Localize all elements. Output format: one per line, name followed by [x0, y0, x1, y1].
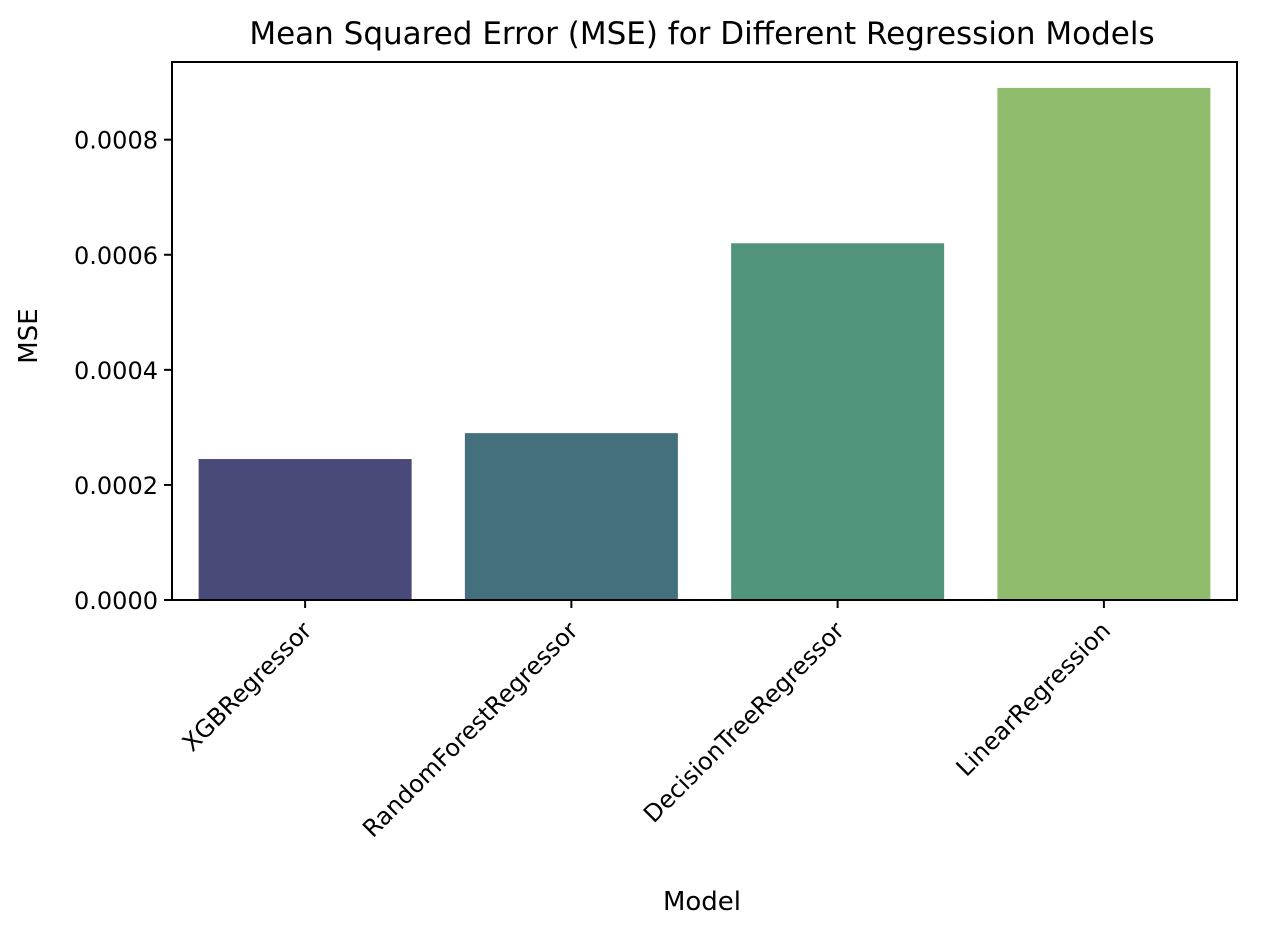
x-tick-label: DecisionTreeRegressor — [638, 616, 850, 828]
bar-randomforestregressor — [464, 433, 678, 600]
chart-title: Mean Squared Error (MSE) for Different R… — [249, 16, 1154, 52]
x-tick-label: LinearRegression — [951, 616, 1116, 781]
plot-frame — [171, 61, 1238, 601]
y-axis: 0.0000 0.0002 0.0004 0.0006 0.0008 — [74, 127, 172, 615]
y-tick-label: 0.0008 — [74, 127, 158, 155]
y-tick-label: 0.0000 — [74, 587, 158, 615]
x-tick-label: RandomForestRegressor — [357, 616, 584, 843]
bar-decisiontreeregressor — [731, 243, 945, 600]
x-axis-label: Model — [663, 887, 741, 917]
bar-xgbregressor — [198, 459, 412, 600]
x-tick-label: XGBRegressor — [177, 616, 318, 757]
y-tick-label: 0.0002 — [74, 472, 158, 500]
bar-linearregression — [997, 87, 1211, 600]
x-axis: XGBRegressor RandomForestRegressor Decisio… — [177, 600, 1116, 843]
y-tick-label: 0.0004 — [74, 357, 158, 385]
y-axis-label: MSE — [14, 308, 44, 363]
bars-group — [198, 87, 1211, 600]
y-tick-label: 0.0006 — [74, 242, 158, 270]
